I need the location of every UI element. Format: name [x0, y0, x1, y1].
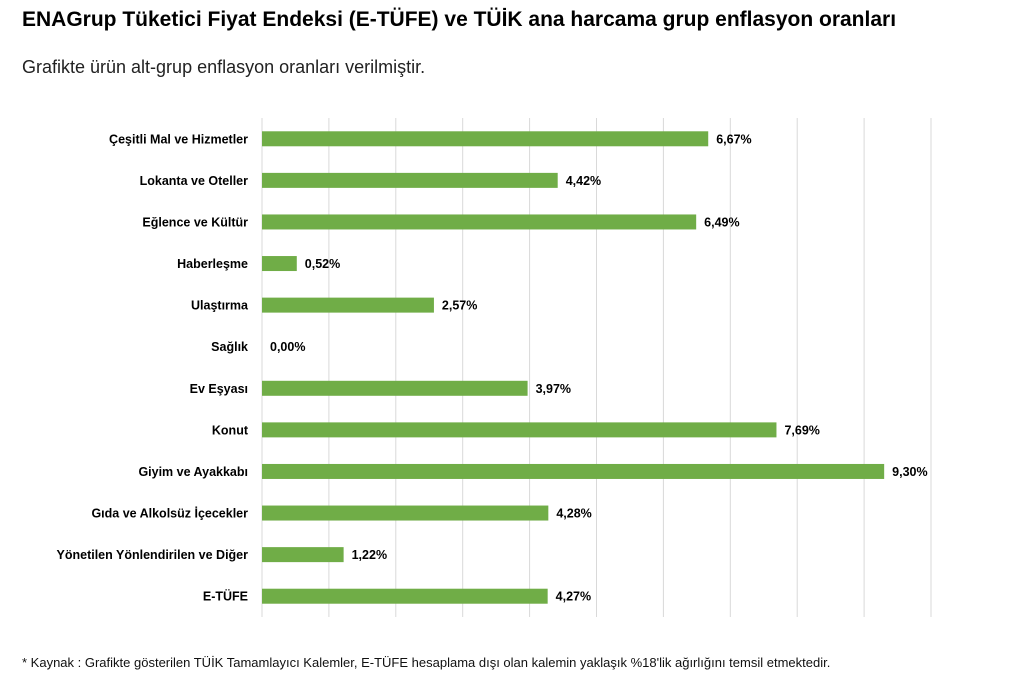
value-label: 0,00% — [270, 340, 305, 354]
category-label: Gıda ve Alkolsüz İçecekler — [91, 506, 248, 521]
bars — [262, 131, 885, 604]
bar — [262, 256, 297, 272]
value-label: 1,22% — [352, 548, 387, 562]
category-label: Yönetilen Yönlendirilen ve Diğer — [57, 548, 249, 562]
category-label: Giyim ve Ayakkabı — [138, 465, 248, 479]
bar — [262, 505, 549, 521]
bar — [262, 380, 528, 396]
chart-title: ENAGrup Tüketici Fiyat Endeksi (E-TÜFE) … — [22, 8, 897, 31]
value-label: 3,97% — [536, 382, 571, 396]
category-label: Sağlık — [211, 340, 248, 354]
labels: Çeşitli Mal ve Hizmetler 6,67% Lokanta ve … — [57, 132, 928, 603]
category-label: Ulaştırma — [191, 299, 249, 313]
value-label: 4,27% — [556, 590, 591, 604]
value-label: 7,69% — [784, 423, 819, 437]
bar — [262, 172, 558, 188]
source-footnote: * Kaynak : Grafikte gösterilen TÜİK Tama… — [22, 655, 831, 670]
value-label: 4,28% — [556, 507, 591, 521]
chart-subtitle: Grafikte ürün alt-grup enflasyon oranlar… — [22, 57, 426, 77]
value-label: 4,42% — [566, 174, 601, 188]
bar — [262, 588, 548, 604]
category-label: E-TÜFE — [203, 589, 248, 604]
value-label: 2,57% — [442, 299, 477, 313]
value-label: 6,49% — [704, 215, 739, 229]
bar — [262, 422, 777, 438]
bar — [262, 297, 434, 313]
bar — [262, 547, 344, 563]
value-label: 6,67% — [716, 132, 751, 146]
category-label: Haberleşme — [177, 257, 248, 271]
bar — [262, 131, 709, 147]
category-label: Ev Eşyası — [190, 382, 248, 396]
category-label: Çeşitli Mal ve Hizmetler — [109, 132, 248, 146]
value-label: 0,52% — [305, 257, 340, 271]
category-label: Eğlence ve Kültür — [142, 215, 248, 229]
value-label: 9,30% — [892, 465, 927, 479]
bar — [262, 214, 697, 230]
category-label: Konut — [212, 423, 249, 437]
gridlines — [261, 118, 932, 617]
bar — [262, 463, 885, 479]
category-label: Lokanta ve Oteller — [140, 174, 249, 188]
